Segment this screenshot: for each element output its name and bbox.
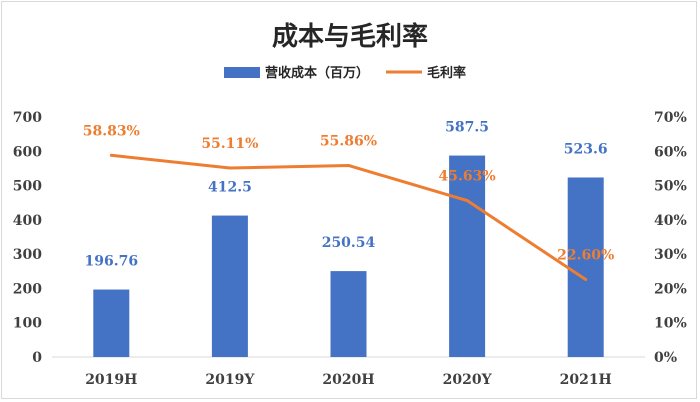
y-right-tick-label: 40% [654,213,687,229]
x-tick-label: 2019Y [205,372,255,388]
y-left-tick-label: 200 [13,281,42,297]
bar-data-label: 523.6 [564,141,608,157]
bar-data-labels: 196.76 412.5 250.54 587.5 523.6 [85,120,608,270]
bar [330,271,367,357]
x-axis: 2019H 2019Y 2020H 2020Y 2021H [85,372,612,388]
y-left-tick-label: 600 [13,144,42,160]
legend-bar-swatch [224,67,260,78]
legend-bar-label: 营收成本（百万） [265,65,369,81]
y-right-tick-label: 0% [654,350,677,366]
y-right-tick-label: 20% [654,281,687,297]
x-tick-label: 2021H [560,372,612,388]
bar [211,215,248,357]
y-right-tick-label: 10% [654,316,687,332]
left-axis: 0 100 200 300 400 500 600 700 [13,110,42,366]
y-left-tick-label: 500 [13,179,42,195]
bar-data-label: 250.54 [322,235,376,251]
y-left-tick-label: 400 [13,213,42,229]
line-point [109,153,113,157]
bar-data-label: 587.5 [445,120,489,136]
y-left-tick-label: 700 [13,110,42,126]
y-right-tick-label: 70% [654,110,687,126]
legend: 营收成本（百万） 毛利率 [224,65,466,81]
y-left-tick-label: 300 [13,247,42,263]
bar-series [93,155,604,357]
line-series [109,153,588,282]
legend-line-label: 毛利率 [427,65,466,81]
y-right-tick-label: 50% [654,179,687,195]
bar [449,155,486,357]
line-point [584,278,588,282]
line-data-label: 55.11% [201,136,258,152]
y-left-tick-label: 100 [13,316,42,332]
y-right-tick-label: 30% [654,247,687,263]
line-data-label: 45.63% [439,169,496,185]
bar-data-label: 196.76 [85,254,139,270]
x-tick-label: 2020H [322,372,374,388]
line-point [465,199,469,203]
chart-title: 成本与毛利率 [272,21,428,52]
bar [93,289,130,357]
line-data-labels: 58.83% 55.11% 55.86% 45.63% 22.60% [83,123,615,263]
line-point [228,166,232,170]
line-data-label: 22.60% [557,248,614,264]
bar [567,177,604,357]
line-data-label: 55.86% [320,133,377,149]
line-point [347,163,350,167]
bar-data-label: 412.5 [208,180,252,196]
x-tick-label: 2019H [85,372,137,388]
gross-margin-line [111,153,587,281]
y-right-tick-label: 60% [654,144,687,160]
line-data-label: 58.83% [83,123,140,139]
x-tick-label: 2020Y [443,372,493,388]
right-axis: 0% 10% 20% 30% 40% 50% 60% 70% [654,110,687,366]
y-left-tick-label: 0 [32,350,42,366]
